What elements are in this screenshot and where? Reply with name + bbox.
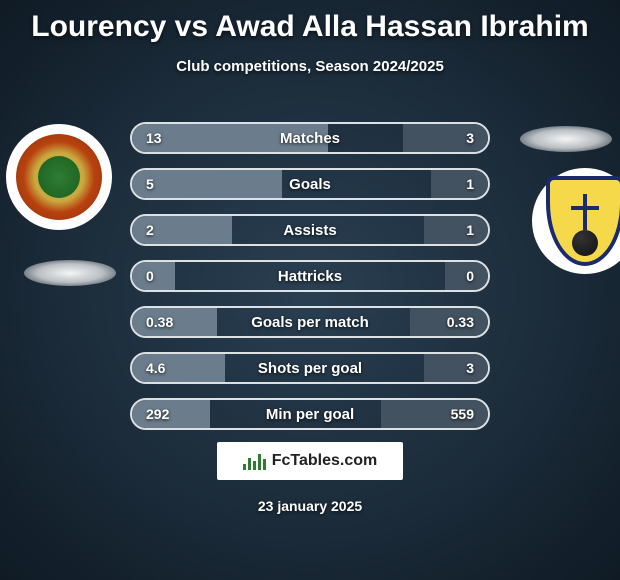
- stat-label: Assists: [283, 222, 336, 239]
- stat-fill-left: [132, 400, 210, 428]
- stat-fill-left: [132, 308, 217, 336]
- stat-label: Matches: [280, 130, 340, 147]
- stat-value-right: 1: [466, 222, 474, 238]
- stat-value-left: 2: [146, 222, 154, 238]
- stat-label: Goals per match: [251, 314, 369, 331]
- stat-row: 292 559 Min per goal: [130, 398, 490, 430]
- stat-label: Goals: [289, 176, 331, 193]
- stat-value-left: 5: [146, 176, 154, 192]
- stat-row: 2 1 Assists: [130, 214, 490, 246]
- ball-icon: [572, 230, 598, 256]
- stat-label: Hattricks: [278, 268, 342, 285]
- stat-row: 13 3 Matches: [130, 122, 490, 154]
- stat-row: 0 0 Hattricks: [130, 260, 490, 292]
- stat-value-right: 0.33: [447, 314, 474, 330]
- stat-fill-left: [132, 170, 282, 198]
- stat-fill-right: [431, 170, 488, 198]
- player-right-badge: [532, 168, 620, 274]
- stat-label: Shots per goal: [258, 360, 362, 377]
- subtitle: Club competitions, Season 2024/2025: [0, 58, 620, 75]
- crest-right-icon: [546, 176, 620, 266]
- stat-value-left: 13: [146, 130, 162, 146]
- stat-label: Min per goal: [266, 406, 354, 423]
- stat-value-right: 3: [466, 360, 474, 376]
- footer-brand: FcTables.com: [217, 442, 403, 480]
- stat-value-right: 0: [466, 268, 474, 284]
- stat-fill-right: [424, 354, 488, 382]
- ellipse-shadow-right: [520, 126, 612, 152]
- footer-date: 23 january 2025: [258, 498, 362, 514]
- stat-row: 5 1 Goals: [130, 168, 490, 200]
- stat-value-left: 0: [146, 268, 154, 284]
- stat-row: 4.6 3 Shots per goal: [130, 352, 490, 384]
- stat-value-right: 3: [466, 130, 474, 146]
- stat-value-right: 559: [451, 406, 474, 422]
- bars-icon: [243, 452, 266, 470]
- stat-value-left: 0.38: [146, 314, 173, 330]
- footer-brand-text: FcTables.com: [272, 452, 378, 470]
- stat-value-left: 4.6: [146, 360, 165, 376]
- page-title: Lourency vs Awad Alla Hassan Ibrahim: [0, 0, 620, 44]
- stat-value-left: 292: [146, 406, 169, 422]
- player-left-badge: [6, 124, 112, 230]
- stat-fill-right: [424, 216, 488, 244]
- stats-container: 13 3 Matches 5 1 Goals 2 1 Assists 0 0 Hattricks 0.3…: [130, 122, 490, 444]
- stat-row: 0.38 0.33 Goals per match: [130, 306, 490, 338]
- stat-fill-right: [403, 124, 488, 152]
- stat-value-right: 1: [466, 176, 474, 192]
- crest-left-icon: [16, 134, 102, 220]
- ellipse-shadow-left: [24, 260, 116, 286]
